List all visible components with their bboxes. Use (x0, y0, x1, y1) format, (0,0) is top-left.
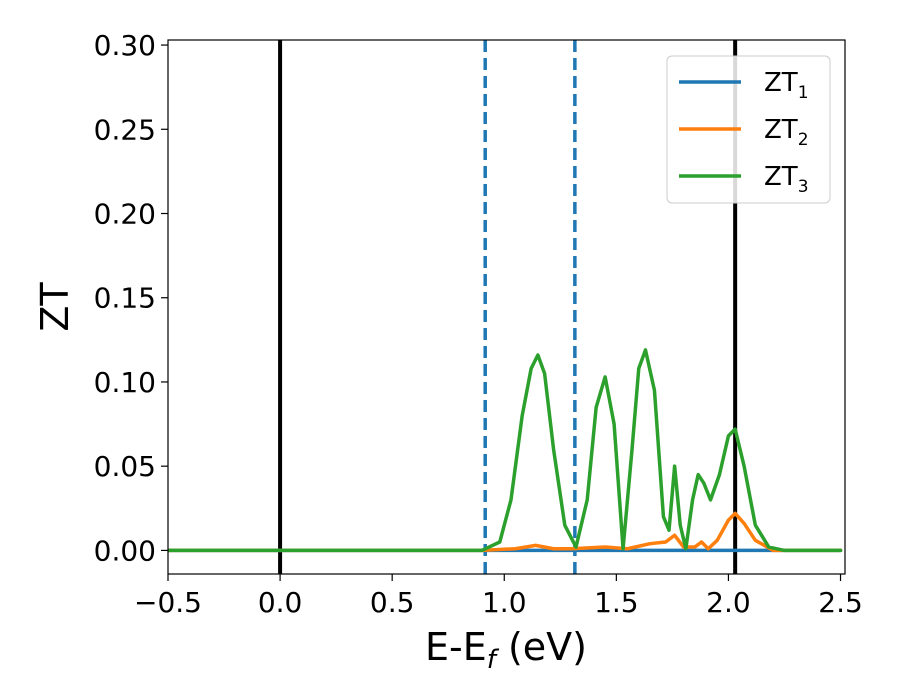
series-layer (168, 348, 843, 553)
legend-label-zt1: ZT1 (764, 68, 809, 103)
x-tick-label: 0.0 (258, 586, 303, 619)
y-tick-label: 0.05 (94, 450, 156, 483)
y-tick-label: 0.25 (94, 113, 156, 146)
y-axis-title: ZT (33, 282, 77, 332)
x-axis-title-unit: (eV) (496, 625, 587, 669)
x-axis-title-main: E-E (425, 625, 487, 669)
y-tick-label: 0.20 (94, 198, 156, 231)
legend-box (666, 55, 831, 204)
y-axis: 0.00 0.05 0.10 0.15 0.20 0.25 0.30 (94, 29, 168, 567)
legend: ZT1 ZT2 ZT3 (666, 55, 831, 204)
y-tick-label: 0.30 (94, 29, 156, 62)
x-tick-label: 2.0 (706, 586, 751, 619)
x-tick-label: 1.0 (482, 586, 527, 619)
x-tick-label: 1.5 (594, 586, 639, 619)
y-tick-label: 0.15 (94, 282, 156, 315)
y-tick-label: 0.10 (94, 366, 156, 399)
plot-frame (167, 39, 846, 575)
legend-label-zt2: ZT2 (764, 115, 809, 150)
y-tick-label: 0.00 (94, 534, 156, 567)
series-line-zt2 (168, 511, 843, 553)
x-tick-label: −0.5 (134, 586, 202, 619)
legend-label-zt3: ZT3 (764, 162, 809, 197)
series-line-zt3 (168, 348, 843, 553)
x-tick-label: 2.5 (818, 586, 863, 619)
x-axis: −0.5 0.0 0.5 1.0 1.5 2.0 2.5 (134, 574, 863, 619)
x-axis-title: E-Ef (eV) (425, 625, 587, 675)
x-tick-label: 0.5 (370, 586, 415, 619)
